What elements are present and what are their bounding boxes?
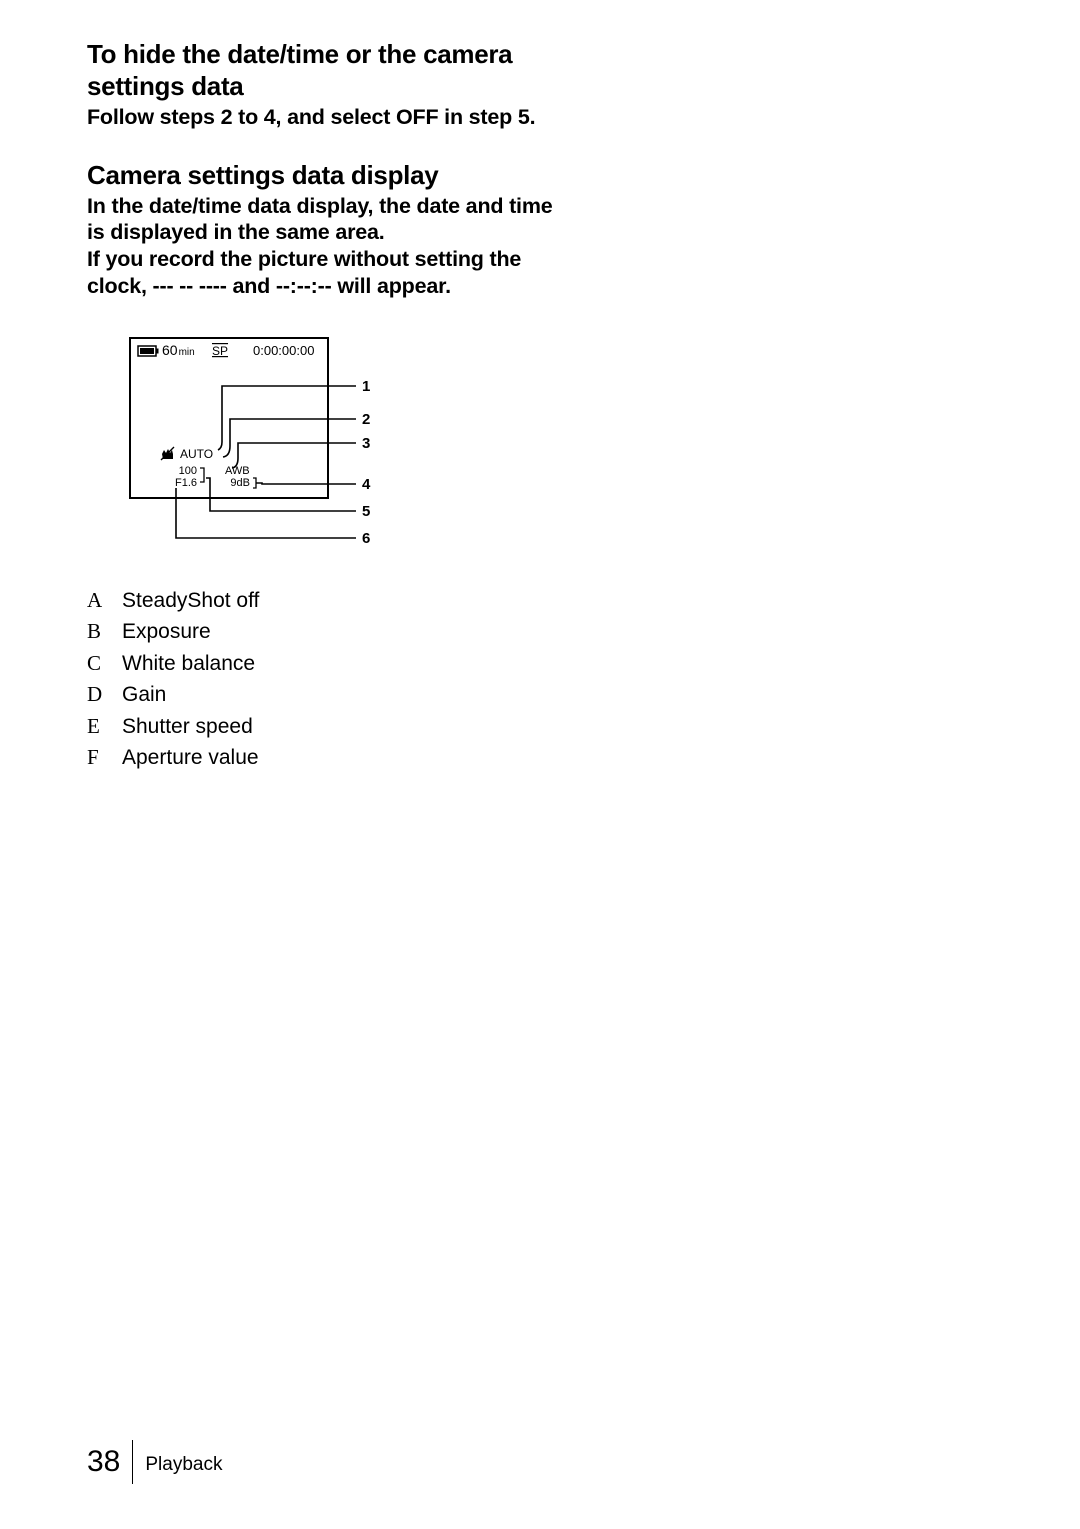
legend-letter: E [87,711,122,741]
legend-label: SteadyShot off [122,586,259,616]
page-footer: 38 Playback [87,1440,222,1484]
camera-diagram: 60min SP 0:00:00:00 AUTO 100 F1.6 AWB 9d… [122,330,607,560]
callout-6: 6 [362,530,370,547]
footer-divider [132,1440,133,1484]
legend-label: Aperture value [122,743,259,773]
diagram-awb: AWB [225,465,250,477]
camera-body-2: is displayed in the same area. [87,219,607,246]
legend-letter: B [87,616,122,646]
legend-label: White balance [122,649,255,679]
diagram-100: 100 [179,465,197,477]
diagram-f16: F1.6 [175,477,197,489]
diagram-timecode: 0:00:00:00 [253,343,314,358]
hide-heading-line1: To hide the date/time or the camera [87,40,607,70]
legend-row: E Shutter speed [87,711,607,742]
legend-letter: D [87,679,122,709]
legend-label: Exposure [122,617,211,647]
callout-4: 4 [362,476,371,493]
legend-row: B Exposure [87,616,607,647]
legend-label: Shutter speed [122,712,253,742]
legend-row: C White balance [87,648,607,679]
hide-heading-line2: settings data [87,72,607,102]
legend-row: A SteadyShot off [87,585,607,616]
callout-1: 1 [362,378,370,395]
legend-letter: F [87,742,122,772]
legend-list: A SteadyShot off B Exposure C White bala… [87,585,607,774]
callout-2: 2 [362,411,370,428]
legend-row: D Gain [87,679,607,710]
camera-body-3: If you record the picture without settin… [87,246,607,273]
legend-letter: A [87,585,122,615]
diagram-battery-min: 60min [162,342,195,358]
legend-label: Gain [122,680,166,710]
callout-3: 3 [362,435,370,452]
camera-body-1: In the date/time data display, the date … [87,193,607,220]
legend-row: F Aperture value [87,742,607,773]
diagram-auto: AUTO [180,447,213,461]
diagram-9db: 9dB [230,477,250,489]
camera-body-4: clock, --- -- ---- and --:--:-- will app… [87,273,607,300]
diagram-sp: SP [212,344,228,358]
page-number: 38 [87,1445,132,1479]
camera-heading: Camera settings data display [87,161,607,191]
footer-section: Playback [145,1448,222,1476]
steadyshot-icon [161,447,174,460]
callout-5: 5 [362,503,370,520]
legend-letter: C [87,648,122,678]
hide-body: Follow steps 2 to 4, and select OFF in s… [87,104,607,131]
